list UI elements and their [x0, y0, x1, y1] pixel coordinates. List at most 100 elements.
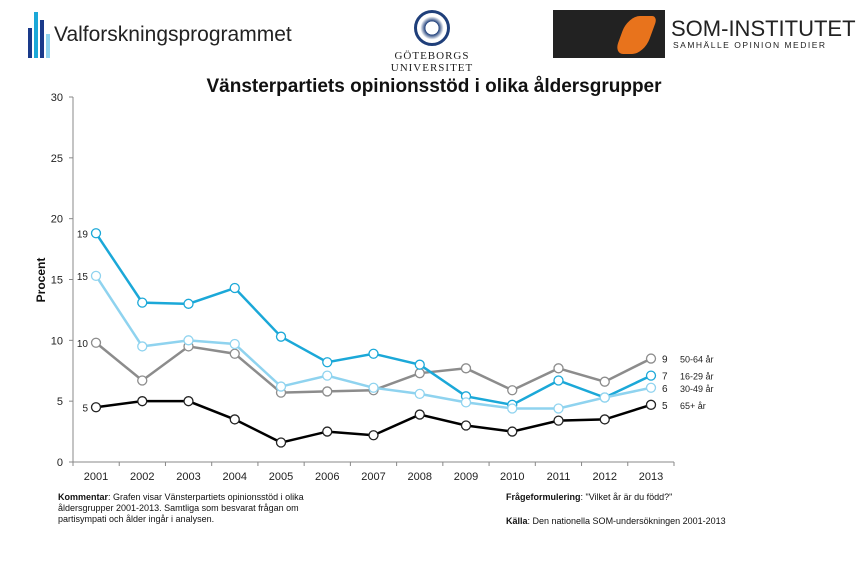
x-tick-label: 2002: [130, 471, 154, 483]
data-point: [183, 335, 194, 346]
data-point: [183, 298, 194, 309]
data-point: [137, 396, 148, 407]
data-point: [645, 382, 657, 393]
legend-label: 30-49 år: [680, 384, 714, 394]
data-point: [414, 368, 425, 379]
x-tick-label: 2007: [361, 471, 385, 483]
series-line: [94, 232, 652, 407]
data-point: [275, 437, 287, 448]
data-point: [368, 430, 379, 441]
question-note: Frågeformulering: "Vilket år är du född?…: [506, 492, 672, 503]
seal-icon: [414, 10, 450, 46]
x-tick-label: 2012: [593, 471, 617, 483]
y-tick-label: 0: [57, 457, 63, 469]
chart-title: Vänsterpartiets opinionsstöd i olika åld…: [206, 76, 662, 97]
data-point: [460, 420, 472, 431]
end-label: 9: [662, 355, 668, 366]
data-point: [368, 348, 379, 359]
source-label: Källa: [506, 516, 528, 526]
x-tick-label: 2010: [500, 471, 524, 483]
data-point: [275, 331, 287, 342]
data-point: [414, 359, 425, 370]
data-point: [322, 426, 333, 437]
data-point: [553, 375, 564, 386]
data-point: [229, 338, 240, 350]
end-label: 6: [662, 384, 668, 395]
data-point: [645, 399, 657, 410]
data-point: [229, 414, 240, 425]
comment-note: Kommentar: Grafen visar Vänsterpartiets …: [58, 492, 348, 525]
som-logo: SOM-INSTITUTET SAMHÄLLE OPINION MEDIER: [553, 10, 856, 58]
data-point: [90, 270, 102, 282]
x-tick-label: 2003: [176, 471, 200, 483]
source-text: : Den nationella SOM-undersökningen 2001…: [527, 516, 726, 526]
question-label: Frågeformulering: [506, 492, 581, 502]
y-tick-label: 25: [51, 153, 63, 165]
x-tick-label: 2001: [84, 471, 108, 483]
data-point: [368, 382, 379, 393]
logo-text: GÖTEBORGS UNIVERSITET: [390, 50, 474, 74]
x-tick-label: 2008: [408, 471, 432, 483]
data-point: [507, 426, 518, 437]
gu-logo: GÖTEBORGS UNIVERSITET: [352, 10, 512, 74]
start-label: 5: [82, 403, 88, 414]
question-text: : "Vilket år är du född?": [580, 492, 673, 502]
data-point: [229, 282, 240, 294]
data-point: [414, 409, 425, 420]
data-point: [90, 337, 102, 348]
data-point: [599, 376, 610, 387]
x-tick-label: 2011: [547, 471, 571, 483]
y-axis-label: Procent: [34, 258, 48, 303]
start-label: 10: [77, 339, 89, 350]
comment-text: : Grafen visar Vänsterpartiets opinionss…: [58, 492, 304, 524]
comment-label: Kommentar: [58, 492, 109, 502]
logo-text: Valforskningsprogrammet: [54, 23, 292, 46]
x-tick-label: 2009: [454, 471, 478, 483]
data-point: [553, 363, 564, 374]
legend-label: 50-64 år: [680, 355, 714, 365]
x-tick-label: 2013: [639, 471, 663, 483]
data-point: [645, 353, 657, 364]
y-tick-label: 15: [51, 275, 63, 287]
data-point: [137, 375, 148, 386]
data-point: [414, 388, 425, 400]
legend-label: 16-29 år: [680, 372, 714, 382]
data-point: [507, 403, 518, 414]
start-label: 19: [77, 229, 89, 240]
start-label: 15: [77, 272, 89, 283]
x-tick-label: 2004: [223, 471, 247, 483]
data-point: [137, 341, 148, 352]
y-tick-label: 5: [57, 396, 63, 408]
logo-title: SOM-INSTITUTET: [671, 16, 856, 41]
data-point: [275, 381, 287, 392]
data-point: [553, 415, 564, 426]
data-point: [322, 386, 333, 397]
data-point: [599, 392, 610, 403]
data-point: [553, 403, 564, 414]
source-note: Källa: Den nationella SOM-undersökningen…: [506, 516, 726, 527]
data-point: [599, 414, 610, 425]
x-tick-label: 2006: [315, 471, 339, 483]
legend-label: 65+ år: [680, 401, 706, 411]
end-label: 5: [662, 401, 668, 412]
data-point: [137, 297, 148, 308]
end-label: 7: [662, 372, 668, 383]
map-icon: [553, 10, 665, 58]
data-point: [183, 396, 194, 407]
x-tick-label: 2005: [269, 471, 293, 483]
data-point: [460, 397, 472, 408]
logo-subtitle: SAMHÄLLE OPINION MEDIER: [673, 40, 827, 50]
data-point: [645, 370, 657, 381]
data-point: [460, 363, 472, 374]
data-point: [322, 370, 333, 381]
y-tick-label: 30: [51, 92, 63, 104]
data-point: [229, 348, 240, 359]
data-point: [90, 402, 102, 413]
data-point: [507, 385, 518, 396]
y-tick-label: 20: [51, 214, 63, 226]
bars-icon: [28, 12, 50, 58]
y-tick-label: 10: [51, 335, 63, 347]
valforskningsprogrammet-logo: Valforskningsprogrammet: [28, 12, 292, 58]
data-point: [90, 228, 102, 239]
